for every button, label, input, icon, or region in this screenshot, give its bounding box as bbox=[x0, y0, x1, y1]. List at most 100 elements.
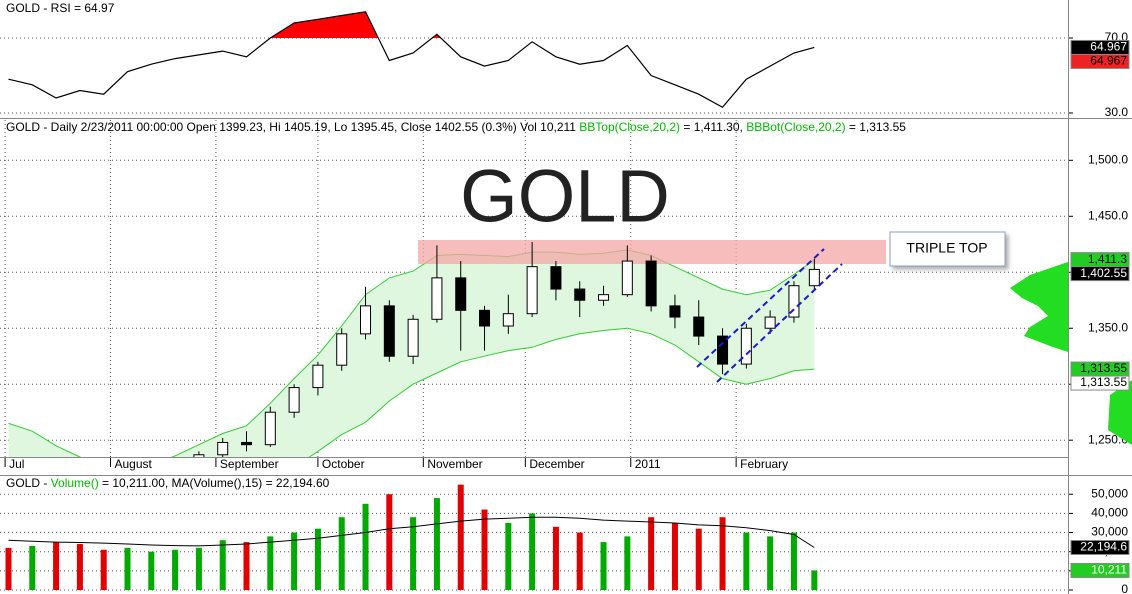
volume-bar bbox=[124, 547, 131, 590]
candle-body bbox=[217, 441, 229, 456]
volume-bar bbox=[267, 536, 274, 590]
candle-body bbox=[526, 266, 538, 315]
channel-line bbox=[716, 263, 843, 383]
value-box bbox=[1070, 539, 1130, 555]
band-lower bbox=[308, 327, 815, 457]
candle-body bbox=[740, 327, 752, 365]
y-tick-label: 1,350.0 bbox=[1088, 320, 1128, 334]
candle-body bbox=[598, 294, 610, 301]
value-box-label: 22,194.6 bbox=[1080, 540, 1127, 554]
volume-bar bbox=[148, 551, 155, 590]
value-box-label: 64.967 bbox=[1090, 54, 1127, 68]
value-box-label: 1,402.55 bbox=[1080, 266, 1127, 280]
ma-line bbox=[8, 516, 815, 548]
value-box bbox=[1070, 53, 1130, 69]
volume-bar bbox=[481, 509, 488, 590]
resistance-zone bbox=[418, 240, 886, 264]
volume-bar bbox=[172, 549, 179, 590]
candle-body bbox=[502, 313, 514, 327]
note-text: TRIPLE TOP bbox=[906, 240, 987, 256]
candle-body bbox=[288, 387, 300, 413]
value-box bbox=[1070, 562, 1130, 578]
panel-marks bbox=[193, 242, 820, 457]
candle-body bbox=[808, 268, 820, 287]
candle-body bbox=[264, 411, 276, 446]
title-part: = 1,411.30, bbox=[680, 120, 746, 134]
title-part: = 10,211.00, MA(Volume(),15) = 22,194.60 bbox=[99, 476, 330, 490]
panel-title: GOLD - Daily 2/23/2011 00:00:00 Open 139… bbox=[6, 120, 906, 134]
x-tick-label: February bbox=[740, 457, 788, 471]
title-part: = 1,313.55 bbox=[846, 120, 907, 134]
x-tick-label: Jul bbox=[9, 457, 24, 471]
panel-marks bbox=[5, 484, 818, 590]
channel-line bbox=[696, 248, 825, 368]
rsi-line bbox=[8, 11, 815, 109]
volume-bar bbox=[624, 536, 631, 590]
volume-bar bbox=[811, 570, 818, 590]
candle-body bbox=[717, 335, 729, 365]
volume-bar bbox=[291, 532, 298, 590]
x-tick-label: September bbox=[220, 457, 279, 471]
value-box bbox=[1070, 266, 1130, 282]
y-tick-label: 30,000 bbox=[1091, 525, 1128, 539]
volume-bar bbox=[529, 513, 536, 590]
panel-marks bbox=[8, 11, 815, 109]
volume-bar bbox=[362, 503, 369, 590]
volume-bar bbox=[457, 484, 464, 590]
volume-bar bbox=[790, 532, 797, 590]
candle-body bbox=[693, 316, 705, 337]
candle-body bbox=[241, 441, 253, 446]
candle-body bbox=[764, 316, 776, 329]
value-box-label: 10,211 bbox=[1091, 563, 1127, 577]
volume-bar bbox=[410, 517, 417, 590]
candle-body bbox=[550, 266, 562, 290]
volume-bar bbox=[314, 528, 321, 590]
value-box-label: 64.967 bbox=[1090, 40, 1127, 54]
x-tick-label: October bbox=[322, 457, 365, 471]
volume-bar bbox=[100, 549, 107, 590]
x-tick-label: November bbox=[427, 457, 482, 471]
candle-body bbox=[455, 277, 467, 311]
volume-bar bbox=[576, 532, 583, 590]
mark-layer bbox=[5, 11, 820, 590]
candle-body bbox=[669, 305, 681, 318]
volume-profile bbox=[1010, 262, 1132, 445]
candle-body bbox=[407, 318, 419, 357]
value-box-label: 1,411.3 bbox=[1088, 252, 1127, 266]
candle-body bbox=[431, 277, 443, 320]
volume-bar bbox=[338, 517, 345, 590]
volume-bar bbox=[53, 542, 60, 590]
value-box bbox=[1070, 375, 1130, 391]
big-annotation: GOLD bbox=[460, 155, 670, 238]
volume-bar bbox=[505, 522, 512, 590]
panel-title: GOLD - Volume() = 10,211.00, MA(Volume()… bbox=[6, 476, 330, 490]
title-part: GOLD - bbox=[6, 476, 51, 490]
volume-bar bbox=[219, 540, 226, 590]
value-box-label: 1,313.55 bbox=[1080, 361, 1127, 375]
volume-bar bbox=[767, 536, 774, 590]
y-tick-label: 40,000 bbox=[1091, 506, 1128, 520]
candle-body bbox=[574, 288, 586, 301]
title-part: GOLD - RSI = 64.97 bbox=[6, 1, 115, 15]
x-tick-label: August bbox=[115, 457, 153, 471]
y-tick-label: 30.0 bbox=[1105, 105, 1129, 119]
note-box bbox=[889, 231, 1006, 267]
volume-bar bbox=[671, 522, 678, 590]
candle-body bbox=[645, 260, 657, 307]
title-part: BBTop(Close,20,2) bbox=[579, 120, 680, 134]
value-box-label: 1,313.55 bbox=[1080, 375, 1127, 389]
candle-body bbox=[788, 285, 800, 318]
volume-bar bbox=[29, 545, 36, 590]
candle-body bbox=[336, 333, 348, 366]
title-part: GOLD - Daily 2/23/2011 00:00:00 Open 139… bbox=[6, 120, 579, 134]
candle-body bbox=[479, 309, 491, 327]
y-tick-label: 0 bbox=[1121, 582, 1128, 594]
candle-body bbox=[312, 364, 324, 389]
volume-bar bbox=[719, 517, 726, 590]
y-tick-label: 1,500.0 bbox=[1088, 152, 1128, 166]
title-part: Volume() bbox=[51, 476, 99, 490]
title-part: BBBot(Close,20,2) bbox=[746, 120, 845, 134]
x-tick-label: 2011 bbox=[635, 457, 661, 471]
